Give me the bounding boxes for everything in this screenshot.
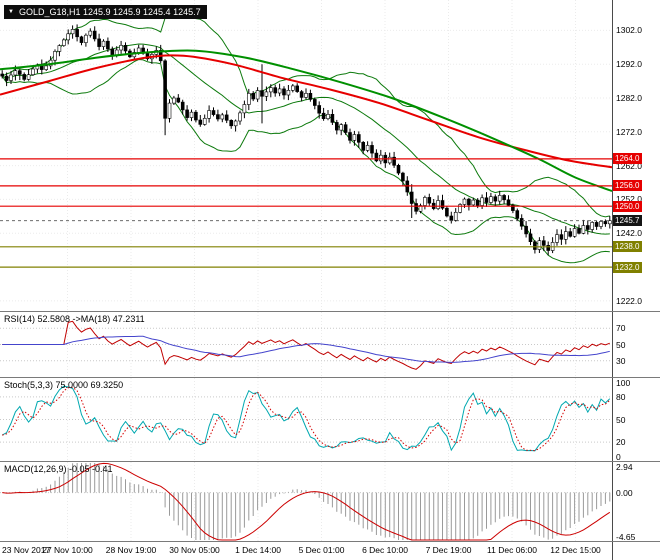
- resistance-lines: [0, 158, 612, 207]
- rsi-line: [2, 320, 610, 370]
- time-tick-label: 28 Nov 19:00: [105, 545, 157, 555]
- price-tick-label: 1252.0: [616, 194, 642, 205]
- price-tick-label: 1242.0: [616, 228, 642, 239]
- resistance-price-badge: 1250.0: [613, 200, 643, 212]
- price-tick-label: 1282.0: [616, 93, 642, 103]
- axis-corner: [612, 542, 660, 560]
- stoch-indicator-label: Stoch(5,3,3) 75.0000 69.3250: [4, 380, 124, 390]
- stoch-signal-line: [2, 386, 611, 452]
- candlesticks: [0, 24, 612, 256]
- time-axis-row: 23 Nov 2017 27 Nov 10:00 28 Nov 19:00 30 No…: [0, 542, 660, 560]
- macd-tick-label: 0.00: [616, 487, 633, 498]
- time-tick-label: 1 Dec 14:00: [235, 545, 281, 555]
- rsi-tick-label: 70: [616, 323, 626, 334]
- stoch-level-lines: [0, 396, 612, 443]
- stoch-tick-label: 80: [616, 391, 626, 402]
- ma-fast-red-line: [0, 54, 612, 169]
- stoch-tick-label: 0: [616, 452, 621, 461]
- rsi-ma-line: [2, 335, 610, 363]
- price-tick-label: 1222.0: [616, 295, 642, 306]
- price-chart-canvas[interactable]: [0, 0, 612, 311]
- time-tick-label: 27 Nov 10:00: [42, 545, 93, 555]
- stoch-tick-label: 50: [616, 414, 626, 425]
- bollinger-bands: [1, 14, 610, 264]
- rsi-tick-label: 50: [616, 339, 626, 350]
- macd-indicator-label: MACD(12,26,9) -0.05 -0.41: [4, 464, 113, 474]
- stoch-main-line: [1, 385, 611, 452]
- stoch-tick-label: 20: [616, 437, 626, 448]
- price-tick-label: 1262.0: [616, 160, 642, 171]
- price-grid-lines: [0, 29, 612, 302]
- time-tick-label: 7 Dec 19:00: [425, 545, 472, 555]
- stoch-tick-label: 100: [616, 378, 631, 388]
- rsi-panel-row: RSI(14) 52.5808 ->MA(18) 47.2311 70 50 30: [0, 312, 660, 378]
- price-chart-panel: ▼ GOLD_G18,H1 1245.9 1245.9 1245.4 1245.…: [0, 0, 612, 311]
- macd-panel-row: MACD(12,26,9) -0.05 -0.41 2.94 0.00 -4.65: [0, 462, 660, 542]
- time-tick-label: 5 Dec 01:00: [298, 545, 345, 555]
- grid-lines: [67, 312, 576, 377]
- rsi-indicator-label: RSI(14) 52.5808 ->MA(18) 47.2311: [4, 314, 145, 324]
- macd-tick-label: -4.65: [616, 532, 636, 541]
- symbol-selector[interactable]: ▼ GOLD_G18,H1 1245.9 1245.9 1245.4 1245.…: [4, 5, 207, 19]
- rsi-panel: RSI(14) 52.5808 ->MA(18) 47.2311: [0, 312, 612, 377]
- stoch-panel-row: Stoch(5,3,3) 75.0000 69.3250 100 80 50 20 0: [0, 378, 660, 462]
- macd-signal-line: [2, 462, 611, 541]
- macd-axis[interactable]: 2.94 0.00 -4.65: [612, 462, 660, 541]
- time-tick-label: 11 Dec 06:00: [487, 545, 537, 555]
- time-tick-label: 23 Nov 2017: [2, 545, 51, 555]
- symbol-ohlc-text: GOLD_G18,H1 1245.9 1245.9 1245.4 1245.7: [18, 7, 201, 17]
- rsi-tick-label: 30: [616, 355, 626, 366]
- resistance-price-badge: 1256.0: [613, 180, 643, 192]
- price-tick-label: 1292.0: [616, 59, 642, 70]
- support-price-badge: 1238.0: [613, 241, 643, 253]
- stoch-canvas[interactable]: [0, 378, 612, 461]
- macd-tick-label: 2.94: [616, 462, 633, 472]
- price-axis[interactable]: 1302.0 1292.0 1282.0 1272.0 1262.0 1252.0 1242…: [612, 0, 660, 311]
- rsi-axis[interactable]: 70 50 30: [612, 312, 660, 377]
- time-axis[interactable]: 23 Nov 2017 27 Nov 10:00 28 Nov 19:00 30 No…: [0, 542, 612, 560]
- stoch-panel: Stoch(5,3,3) 75.0000 69.3250: [0, 378, 612, 461]
- price-tick-label: 1302.0: [616, 25, 642, 36]
- support-lines: [0, 246, 612, 268]
- macd-panel: MACD(12,26,9) -0.05 -0.41: [0, 462, 612, 541]
- grid-lines: [67, 0, 576, 311]
- rsi-canvas[interactable]: [0, 312, 612, 377]
- price-tick-label: 1272.0: [616, 126, 642, 137]
- time-tick-label: 6 Dec 10:00: [362, 545, 408, 555]
- stoch-axis[interactable]: 100 80 50 20 0: [612, 378, 660, 461]
- ma-slow-green-line: [0, 49, 612, 192]
- macd-canvas[interactable]: [0, 462, 612, 541]
- resistance-price-badge: 1264.0: [613, 153, 643, 165]
- chevron-down-icon: ▼: [8, 9, 14, 15]
- current-price-badge: 1245.7: [613, 215, 643, 227]
- time-tick-label: 30 Nov 05:00: [169, 545, 220, 555]
- price-panel-row: ▼ GOLD_G18,H1 1245.9 1245.9 1245.4 1245.…: [0, 0, 660, 312]
- support-price-badge: 1232.0: [613, 261, 643, 273]
- macd-histogram: [6, 463, 611, 540]
- time-tick-label: 12 Dec 15:00: [550, 545, 601, 555]
